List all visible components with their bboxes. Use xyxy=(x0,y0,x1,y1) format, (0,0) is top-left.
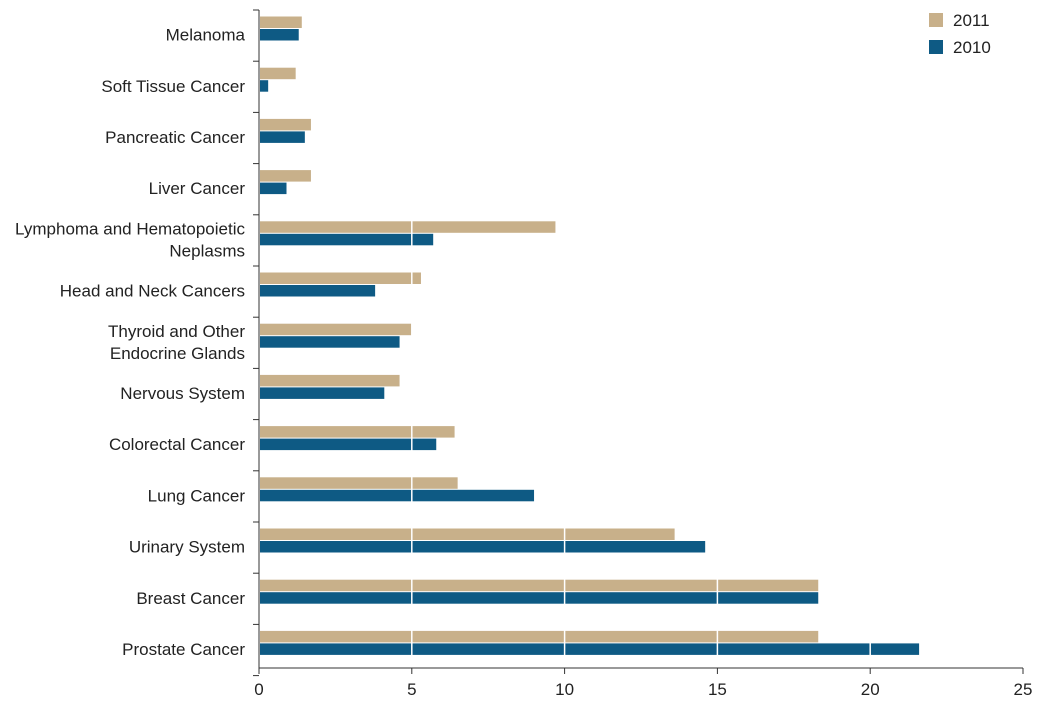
bar-2010 xyxy=(260,182,287,195)
category-label: Lung Cancer xyxy=(148,486,246,505)
bar-2011 xyxy=(260,221,556,233)
bar-2011 xyxy=(260,67,296,80)
legend-swatch-2011 xyxy=(929,13,943,27)
x-tick-label: 10 xyxy=(555,680,574,699)
category-label: Breast Cancer xyxy=(136,589,245,608)
bar-2010 xyxy=(260,233,434,246)
category-label: Thyroid and Other Endocrine Glands xyxy=(108,322,245,363)
legend-swatch-2010 xyxy=(929,40,943,54)
bar-2011 xyxy=(260,528,675,540)
bar-2010 xyxy=(260,387,385,399)
bar-2010 xyxy=(260,285,376,297)
bar-2010 xyxy=(260,541,706,553)
category-labels: Melanoma Soft Tissue Cancer Pancreatic Can… xyxy=(15,26,245,659)
bar-2011 xyxy=(260,579,819,592)
bar-2011 xyxy=(260,16,302,28)
bar-2011 xyxy=(260,272,421,284)
x-tick-label: 20 xyxy=(861,680,880,699)
grid-lines xyxy=(411,10,1024,667)
bar-2010 xyxy=(260,592,819,604)
category-label: Prostate Cancer xyxy=(122,640,245,659)
bar-2010 xyxy=(260,131,305,143)
legend-label: 2010 xyxy=(953,38,991,57)
bar-2011 xyxy=(260,426,455,438)
axes: 0 5 10 15 20 25 xyxy=(253,9,1033,699)
bar-2010 xyxy=(260,438,437,451)
category-label: Colorectal Cancer xyxy=(109,435,245,454)
bar-2011 xyxy=(260,170,311,182)
x-tick-label: 15 xyxy=(708,680,727,699)
x-tick-label: 25 xyxy=(1014,680,1033,699)
bar-2011 xyxy=(260,118,311,131)
bar-2010 xyxy=(260,336,400,348)
bar-2011 xyxy=(260,374,400,387)
category-label: Liver Cancer xyxy=(149,179,246,198)
bars xyxy=(260,16,920,655)
category-label: Head and Neck Cancers xyxy=(60,282,245,301)
category-label: Lymphoma and Hematopoietic Neplasms xyxy=(15,219,245,260)
bar-2011 xyxy=(260,630,819,643)
bar-2010 xyxy=(260,80,269,92)
legend: 2011 2010 xyxy=(929,11,991,57)
category-label: Nervous System xyxy=(120,384,245,403)
category-label: Pancreatic Cancer xyxy=(105,128,245,147)
category-label: Soft Tissue Cancer xyxy=(101,77,245,96)
bar-2010 xyxy=(260,489,535,502)
category-label: Melanoma xyxy=(166,26,246,45)
category-label: Urinary System xyxy=(129,538,245,557)
x-tick-label: 0 xyxy=(254,680,263,699)
bar-2011 xyxy=(260,477,458,489)
bar-2010 xyxy=(260,643,920,655)
x-tick-label: 5 xyxy=(407,680,416,699)
bar-2011 xyxy=(260,323,412,336)
bar-2010 xyxy=(260,29,299,41)
legend-label: 2011 xyxy=(953,11,990,30)
